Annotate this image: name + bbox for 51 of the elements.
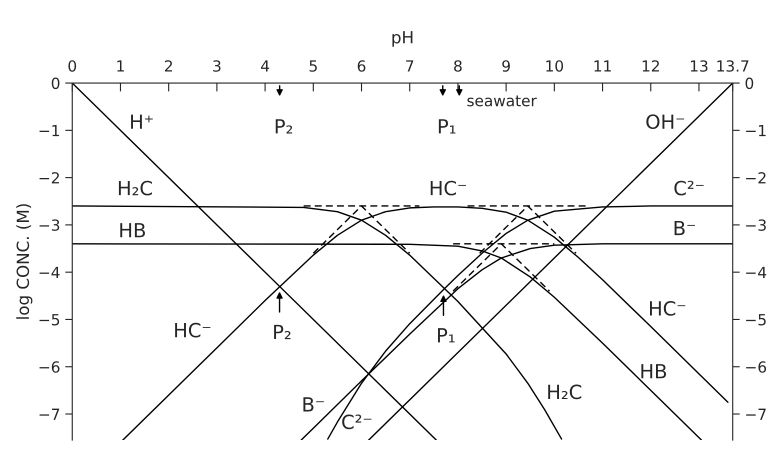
annotation: P₁ xyxy=(438,119,456,134)
y-tick-label: 0 xyxy=(52,78,60,90)
y-tick-label: −7 xyxy=(40,408,60,420)
annotation: B⁻ xyxy=(674,220,695,236)
y-tick-label: −4 xyxy=(40,266,60,278)
y-tick-label: −1 xyxy=(40,125,60,136)
y-tick-label: −5 xyxy=(40,314,60,326)
annotation: HC⁻ xyxy=(650,301,686,316)
x-tick-label: 3 xyxy=(213,60,221,72)
annotation: H₂C xyxy=(118,180,152,196)
y-tick-label: −6 xyxy=(40,361,60,373)
y2-tick-label: −4 xyxy=(746,266,766,278)
x-tick-label: 7 xyxy=(406,60,414,72)
annotation: H₂C xyxy=(548,384,582,400)
y-tick-label: −3 xyxy=(40,219,60,231)
annotation: B⁻ xyxy=(303,397,324,412)
x-tick-label: 8 xyxy=(454,60,462,72)
annotation: OH⁻ xyxy=(646,114,684,130)
y2-tick-label: −7 xyxy=(746,408,766,420)
y2-tick-label: 0 xyxy=(746,78,754,90)
x-tick-label: 0 xyxy=(68,60,76,72)
annotation: P₁ xyxy=(438,328,455,342)
x-axis-title: pH xyxy=(392,31,412,47)
x-tick-label: 11 xyxy=(594,60,611,72)
x-tick-label: 9 xyxy=(502,60,510,72)
x-tick-label: 1 xyxy=(117,60,124,72)
annotation: HB xyxy=(641,364,666,378)
x-tick-label: 13.7 xyxy=(717,60,748,72)
y-axis-title: log CONC. (M) xyxy=(16,204,32,319)
x-tick-label: 10 xyxy=(546,60,564,72)
annotation: P₂ xyxy=(274,324,291,340)
x-tick-label: 12 xyxy=(642,60,659,72)
annotation: seawater xyxy=(467,95,537,106)
annotation: P₂ xyxy=(276,119,292,134)
y2-tick-label: −6 xyxy=(746,361,766,373)
x-tick-label: 4 xyxy=(260,60,270,72)
annotation: HC⁻ xyxy=(175,322,210,338)
y2-tick-label: −5 xyxy=(746,314,766,326)
annotation: HC⁻ xyxy=(430,180,466,196)
y2-tick-label: −1 xyxy=(746,125,766,136)
annotation: C²⁻ xyxy=(342,414,372,430)
annotation: HB xyxy=(120,223,145,238)
y-tick-label: −2 xyxy=(40,172,59,184)
x-tick-label: 5 xyxy=(310,60,317,72)
y2-tick-label: −3 xyxy=(746,219,766,231)
annotation: H⁺ xyxy=(131,114,153,129)
x-tick-label: 13 xyxy=(690,60,708,72)
x-tick-label: 6 xyxy=(358,60,366,72)
x-tick-label: 2 xyxy=(164,60,172,72)
annotation: C²⁻ xyxy=(674,180,704,196)
y2-tick-label: −2 xyxy=(746,172,766,184)
